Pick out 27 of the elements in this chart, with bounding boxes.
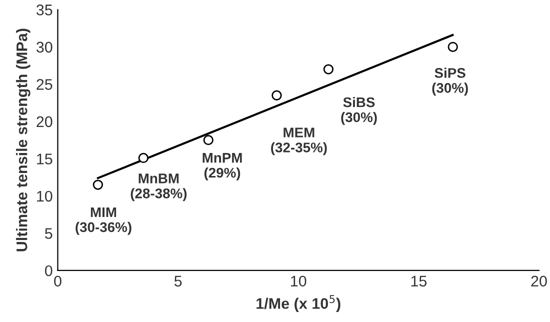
annotation: MIM (30-36%) — [76, 207, 132, 235]
y-tick-label: 10 — [37, 190, 52, 202]
annotation: SiBS (30%) — [341, 96, 377, 125]
x-tick-label: 0 — [54, 276, 62, 287]
x-tick-label: 15 — [411, 276, 427, 287]
y-tick-label: 30 — [36, 42, 52, 53]
y-tick-label: 25 — [36, 79, 52, 90]
point — [448, 42, 458, 52]
y-tick-label: 15 — [37, 154, 52, 164]
point — [323, 64, 334, 74]
y-axis-title: Ultimate tensile strength (MPa) — [16, 28, 30, 252]
x-tick-label: 20 — [531, 276, 547, 287]
y-tick-label: 20 — [36, 116, 52, 128]
y-tick-label: 5 — [45, 228, 52, 239]
point — [138, 152, 148, 164]
annotation: MnPM (29%) — [202, 153, 242, 180]
y-tick-label: 0 — [44, 265, 52, 276]
y-tick-label: 35 — [36, 4, 52, 16]
x-tick-label: 10 — [291, 276, 306, 287]
x-tick-label: 5 — [174, 276, 182, 287]
point — [92, 180, 104, 190]
point — [203, 134, 214, 146]
annotation: SiPS (30%) — [432, 68, 468, 96]
point — [272, 90, 282, 100]
annotation: MEM (32-35%) — [271, 128, 327, 156]
x-axis-title: 1/Me (x 10$^{5}$) — [256, 295, 340, 312]
annotation: MnBM (28-38%) — [130, 174, 187, 202]
